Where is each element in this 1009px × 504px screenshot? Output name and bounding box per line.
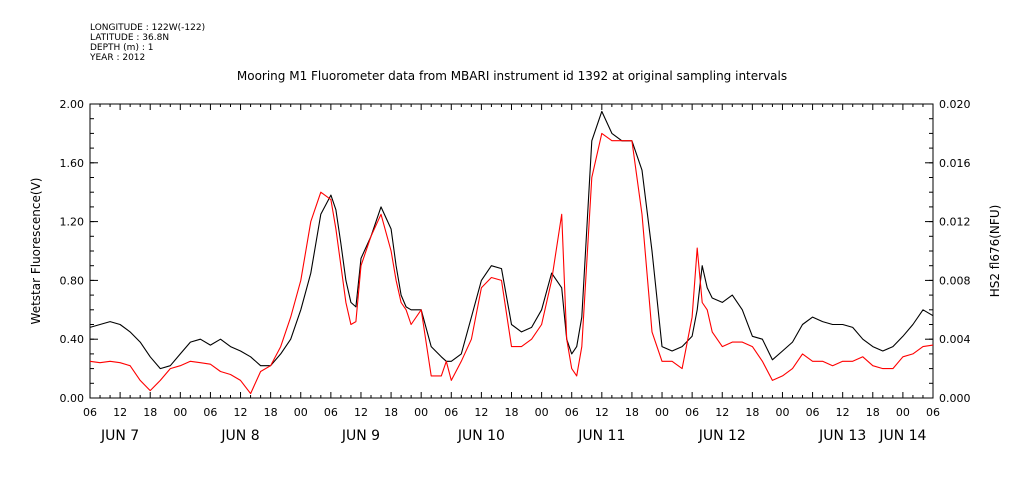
meta-latitude: LATITUDE : 36.8N <box>90 33 169 43</box>
y-tick-label-right: 0.004 <box>939 333 971 346</box>
x-hour-tick-label: 18 <box>264 406 278 419</box>
series-line-wetstar <box>89 110 934 370</box>
x-hour-tick-label: 06 <box>926 406 940 419</box>
x-day-label: JUN 7 <box>100 428 139 444</box>
x-day-label: JUN 11 <box>577 428 625 444</box>
x-day-label: JUN 8 <box>220 428 259 444</box>
x-hour-tick-label: 18 <box>143 406 157 419</box>
x-hour-tick-label: 00 <box>535 406 549 419</box>
y-axis-label-right: HS2 fl676(NFU) <box>988 205 1002 298</box>
x-day-label: JUN 12 <box>698 428 746 444</box>
x-hour-tick-label: 00 <box>896 406 910 419</box>
x-hour-tick-label: 12 <box>836 406 850 419</box>
y-tick-label-left: 0.80 <box>60 274 85 287</box>
x-hour-tick-label: 06 <box>806 406 820 419</box>
x-hour-tick-label: 00 <box>294 406 308 419</box>
x-hour-tick-label: 00 <box>414 406 428 419</box>
y-tick-label-right: 0.012 <box>939 216 971 229</box>
x-hour-tick-label: 12 <box>474 406 488 419</box>
axes-layer: 06 12 18 00 06 12 18 00 06 12 18 00 06 12 18 00 06 12 18 00… <box>60 98 971 444</box>
x-hour-tick-label: 06 <box>203 406 217 419</box>
meta-longitude: LONGITUDE : 122W(-122) <box>90 23 205 33</box>
x-hour-tick-label: 12 <box>715 406 729 419</box>
series-line-hs2-fl676 <box>89 132 934 395</box>
x-day-label: JUN 13 <box>818 428 866 444</box>
x-hour-tick-label: 12 <box>354 406 368 419</box>
x-hour-tick-label: 00 <box>775 406 789 419</box>
x-day-label: JUN 9 <box>341 428 380 444</box>
series-layer <box>89 110 934 395</box>
x-hour-tick-label: 18 <box>505 406 519 419</box>
y-tick-label-right: 0.008 <box>939 274 971 287</box>
y-tick-label-right: 0.016 <box>939 157 971 170</box>
x-day-label: JUN 10 <box>457 428 505 444</box>
x-hour-tick-label: 12 <box>595 406 609 419</box>
x-hour-tick-label: 06 <box>565 406 579 419</box>
meta-year: YEAR : 2012 <box>89 53 145 63</box>
x-hour-tick-label: 00 <box>655 406 669 419</box>
plot-frame <box>89 103 934 399</box>
y-tick-label-left: 1.20 <box>60 216 85 229</box>
x-hour-tick-label: 06 <box>83 406 97 419</box>
x-hour-tick-label: 06 <box>685 406 699 419</box>
y-tick-label-right: 0.020 <box>939 98 971 111</box>
y-tick-label-right: 0.000 <box>939 392 971 405</box>
x-hour-tick-label: 00 <box>173 406 187 419</box>
y-tick-label-left: 2.00 <box>60 98 85 111</box>
y-tick-label-left: 0.40 <box>60 333 85 346</box>
chart-title: Mooring M1 Fluorometer data from MBARI i… <box>237 69 787 83</box>
x-day-label: JUN 14 <box>878 428 926 444</box>
x-hour-tick-label: 06 <box>444 406 458 419</box>
y-tick-label-left: 1.60 <box>60 157 85 170</box>
y-axis-label-left: Wetstar Fluorescence(V) <box>29 178 43 325</box>
x-hour-tick-label: 18 <box>625 406 639 419</box>
x-hour-tick-label: 12 <box>113 406 127 419</box>
x-hour-tick-label: 18 <box>745 406 759 419</box>
y-tick-label-left: 0.00 <box>60 392 85 405</box>
x-hour-tick-label: 06 <box>324 406 338 419</box>
x-hour-tick-label: 18 <box>866 406 880 419</box>
meta-depth: DEPTH (m) : 1 <box>90 43 153 53</box>
x-hour-tick-label: 12 <box>234 406 248 419</box>
x-hour-tick-label: 18 <box>384 406 398 419</box>
